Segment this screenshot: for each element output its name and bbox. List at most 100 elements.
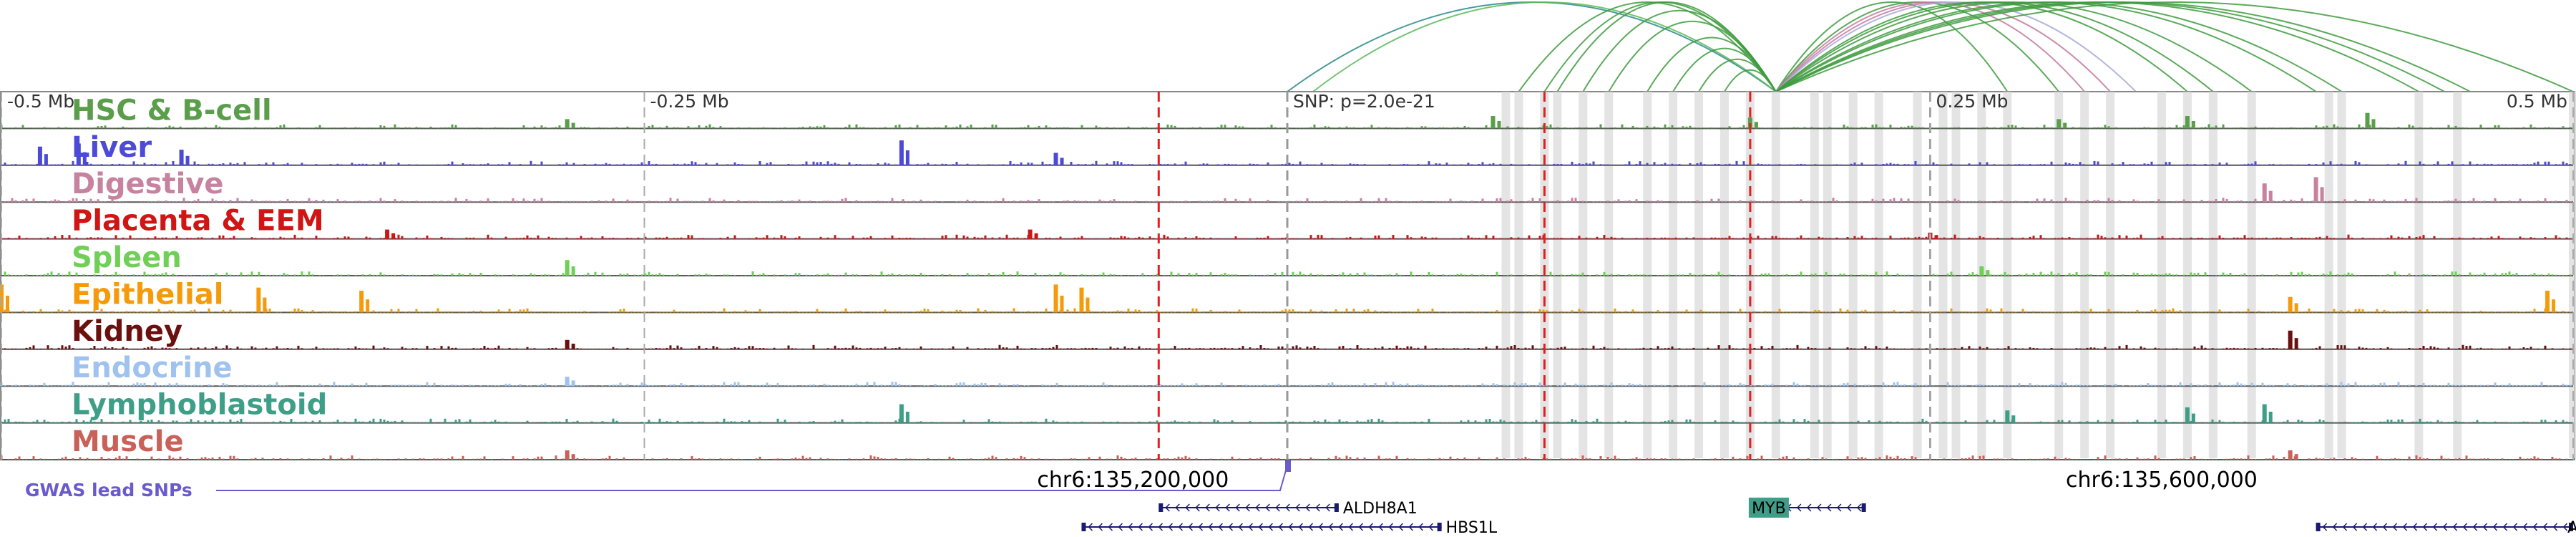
gene-exon: [1334, 503, 1339, 512]
track-peak: [565, 119, 570, 129]
gene-label: ALDH8A1: [1343, 500, 1418, 518]
track-peak-shoulder: [1085, 297, 1090, 313]
track-peak: [2262, 404, 2267, 423]
track-peak-shoulder: [905, 411, 909, 423]
track-peak-shoulder: [2320, 187, 2324, 203]
track-peak-shoulder: [82, 152, 87, 165]
gene-myb: MYB: [1748, 498, 1866, 518]
coordinate-label: chr6:135,200,000: [1037, 468, 1229, 493]
loop-arc-10: [1724, 69, 1777, 92]
track-peak: [1028, 229, 1033, 239]
gwas-lead-snp-marker: [1285, 460, 1291, 472]
gwas-label: GWAS lead SNPs: [25, 480, 192, 500]
track-peak-shoulder: [2552, 299, 2556, 313]
gene-strand-arrows: [1165, 503, 1330, 512]
track-peak: [1053, 284, 1058, 313]
gene-label: MYB: [1752, 500, 1786, 518]
track-peak-shoulder: [6, 295, 9, 313]
track-peak: [1979, 266, 1984, 276]
track-peak-shoulder: [1034, 233, 1038, 239]
track-peak: [359, 291, 364, 313]
gene-strand-arrows: [2322, 523, 2568, 531]
track-endocrine: Endocrine: [0, 352, 2573, 387]
track-peak: [899, 404, 904, 423]
track-peak: [565, 450, 570, 460]
track-peak: [2288, 296, 2293, 313]
chromatin-loops: [1287, 1, 2574, 92]
track-peak: [1491, 116, 1496, 129]
track-peak: [2057, 119, 2062, 129]
track-peak: [385, 229, 390, 239]
gene-exon: [1861, 503, 1866, 512]
track-peak-shoulder: [1754, 122, 1758, 129]
track-peak: [1079, 287, 1084, 313]
track-peak-shoulder: [2294, 454, 2298, 460]
gene-exon: [2569, 523, 2573, 531]
track-label: Muscle: [72, 425, 184, 458]
track-peak-shoulder: [571, 343, 575, 349]
track-peak: [2005, 410, 2010, 423]
track-peak-shoulder: [1497, 120, 1501, 129]
track-peak-shoulder: [2011, 415, 2016, 423]
track-peak: [1053, 153, 1058, 165]
track-peak-shoulder: [571, 122, 575, 129]
track-peak-shoulder: [2294, 338, 2298, 349]
loop-arc-13: [1775, 1, 2085, 92]
track-label: Placenta & EEM: [72, 205, 324, 238]
loop-arc-23: [1775, 1, 2317, 92]
loop-arc-24: [1775, 1, 2574, 92]
gene-label: A: [2567, 519, 2576, 537]
coordinate-label: chr6:135,600,000: [2066, 468, 2258, 493]
axis-tick-label: 0.25 Mb: [1936, 91, 2009, 112]
gene-strand-arrows: [1088, 523, 1434, 531]
track-peak-shoulder: [571, 266, 575, 276]
track-peak: [565, 339, 570, 349]
track-placenta-eem: Placenta & EEM: [0, 205, 2573, 240]
track-peak-shoulder: [391, 233, 396, 239]
track-peak: [1747, 117, 1752, 129]
loop-arc-18: [1775, 1, 2253, 92]
loop-arc-15: [1775, 1, 2137, 92]
track-label: Epithelial: [72, 278, 224, 311]
track-label: Kidney: [72, 315, 182, 348]
track-label: Liver: [72, 131, 152, 164]
track-liver: Liver: [0, 131, 2573, 166]
track-label: Digestive: [72, 168, 224, 200]
track-peak: [2262, 183, 2267, 203]
track-peak: [2545, 291, 2550, 313]
track-peak-shoulder: [1934, 235, 1938, 239]
track-peak-shoulder: [571, 380, 575, 387]
snp-label: SNP: p=2.0e-21: [1293, 91, 1435, 112]
track-spleen: Spleen: [1, 241, 2573, 276]
track-peak-shoulder: [1060, 295, 1064, 313]
track-peak-shoulder: [2191, 120, 2195, 129]
gene-label: HBS1L: [1446, 519, 1498, 537]
track-muscle: Muscle: [0, 425, 2573, 460]
track-peak-shoulder: [263, 297, 267, 313]
track-peak: [256, 287, 261, 313]
loop-arc-22: [1775, 1, 2445, 92]
gwas-and-genes: GWAS lead SNPs chr6:135,200,000 chr6:135,6…: [25, 460, 2576, 537]
track-peak-shoulder: [2268, 411, 2273, 423]
gwas-connector-line: [216, 465, 1288, 491]
track-signal-noise: [0, 160, 2572, 165]
track-label: HSC & B-cell: [72, 94, 272, 127]
axis-labels: -0.5 Mb -0.25 Mb 0.25 Mb 0.5 Mb SNP: p=2.0e-…: [7, 91, 2567, 112]
loop-arc-3: [1543, 1, 1777, 92]
gene-label-box: [1748, 498, 1789, 518]
track-peak-shoulder: [571, 454, 575, 460]
gene-exon: [1437, 523, 1442, 531]
track-label: Endocrine: [72, 352, 233, 384]
track-peak: [2288, 450, 2293, 460]
axis-tick-label: 0.5 Mb: [2507, 91, 2567, 112]
marker-lines: [1, 92, 2574, 460]
track-peak: [2185, 407, 2190, 423]
track-peak: [2313, 177, 2318, 203]
track-peak: [565, 260, 570, 276]
track-peak-shoulder: [44, 154, 48, 165]
track-peak-shoulder: [1060, 158, 1064, 165]
track-peak-shoulder: [366, 299, 370, 313]
loop-arc-17: [1775, 1, 2214, 92]
track-peak-shoulder: [2268, 190, 2273, 203]
